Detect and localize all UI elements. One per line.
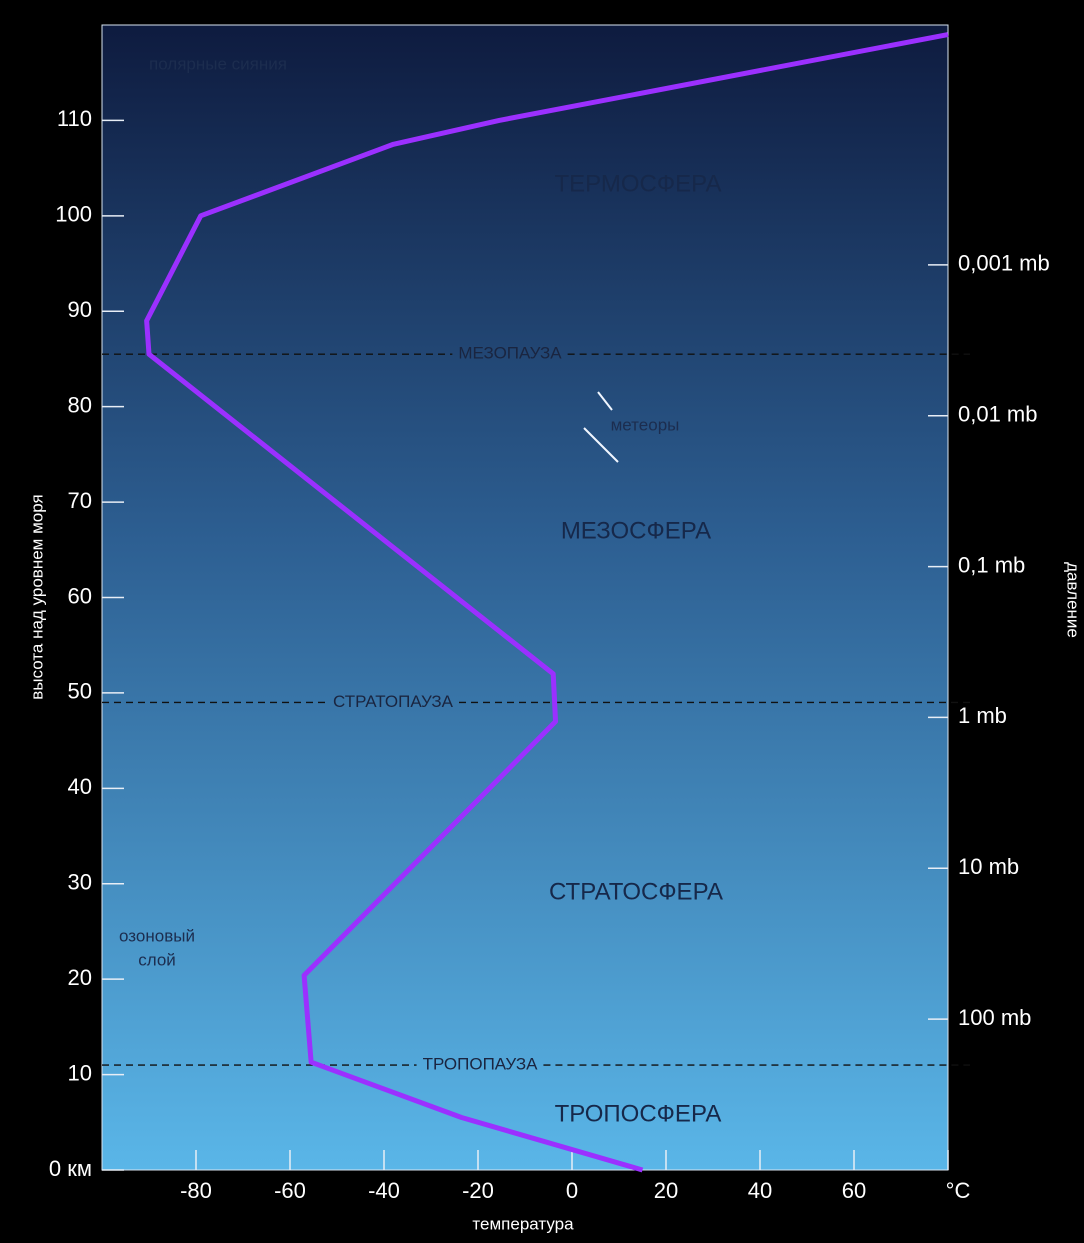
- x-tick-label: -60: [274, 1178, 306, 1203]
- x-tick-label: -40: [368, 1178, 400, 1203]
- y-tick-label: 80: [68, 392, 92, 417]
- y-tick-label: 10: [68, 1060, 92, 1085]
- layer-label: ТЕРМОСФЕРА: [554, 170, 721, 197]
- annotation: озоновый: [119, 926, 195, 945]
- y-tick-label: 40: [68, 774, 92, 799]
- y-tick-label: 30: [68, 870, 92, 895]
- layer-label: МЕЗОСФЕРА: [561, 517, 711, 544]
- y-tick-label: 60: [68, 583, 92, 608]
- y2-tick-label: 10 mb: [958, 854, 1019, 879]
- y2-axis-title: давление: [1064, 562, 1083, 638]
- x-tick-label: °C: [946, 1178, 971, 1203]
- chart: температура высота над уровнем моря давл…: [0, 0, 1084, 1243]
- y2-tick-label: 0,01 mb: [958, 402, 1038, 427]
- annotation: полярные сияния: [149, 54, 287, 73]
- y2-tick-label: 0,001 mb: [958, 251, 1050, 276]
- layer-label: ТРОПОСФЕРА: [555, 1100, 722, 1127]
- plot-area: [102, 25, 948, 1170]
- layer-label: СТРАТОСФЕРА: [549, 878, 723, 905]
- y-tick-label: 100: [55, 202, 92, 227]
- y-axis-title: высота над уровнем моря: [27, 494, 46, 699]
- y-tick-label: 50: [68, 679, 92, 704]
- reference-label: СТРАТОПАУЗА: [333, 692, 454, 711]
- y-tick-label: 90: [68, 297, 92, 322]
- y2-tick-label: 1 mb: [958, 703, 1007, 728]
- annotation: слой: [138, 950, 176, 969]
- annotation: метеоры: [611, 415, 680, 434]
- reference-label: МЕЗОПАУЗА: [458, 344, 562, 363]
- y2-tick-label: 100 mb: [958, 1005, 1031, 1030]
- x-tick-label: 40: [748, 1178, 772, 1203]
- x-tick-label: -20: [462, 1178, 494, 1203]
- reference-label: ТРОПОПАУЗА: [423, 1055, 539, 1074]
- y-tick-label: 20: [68, 965, 92, 990]
- x-tick-label: 60: [842, 1178, 866, 1203]
- y-tick-label: 110: [57, 106, 92, 131]
- x-tick-label: -80: [180, 1178, 212, 1203]
- y-tick-label: 70: [68, 488, 92, 513]
- y2-tick-label: 0,1 mb: [958, 552, 1025, 577]
- x-axis-title: температура: [472, 1214, 574, 1233]
- x-tick-label: 0: [566, 1178, 578, 1203]
- x-tick-label: 20: [654, 1178, 678, 1203]
- y-tick-label: 0 км: [49, 1156, 92, 1181]
